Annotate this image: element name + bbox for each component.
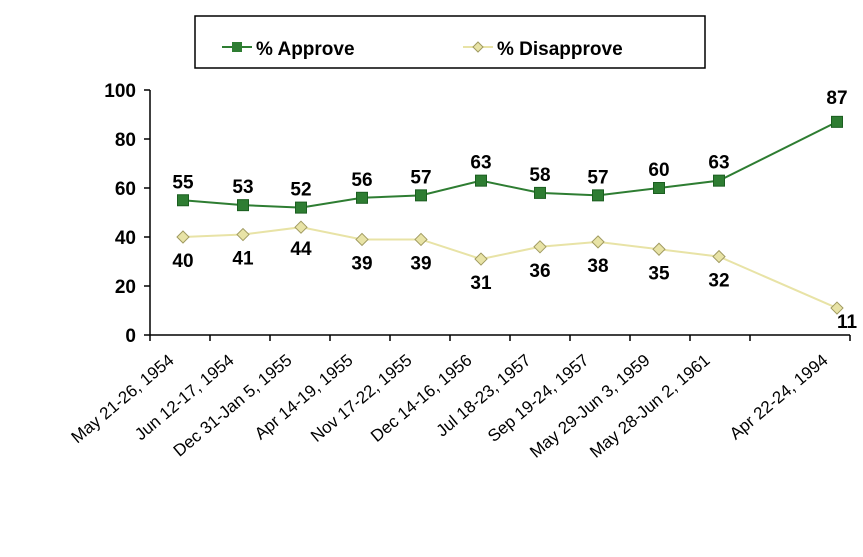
y-ticks: 0 20 40 60 80 100 [104,81,150,347]
disapprove-point-0 [176,230,190,244]
approve-data-label-4: 57 [410,167,431,188]
disapprove-data-label-0: 40 [172,251,193,272]
disapprove-data-label-4: 39 [410,253,431,274]
approve-point-0 [177,194,189,207]
data-labels: 55 53 52 56 57 63 58 57 60 63 87 40 41 44 39 39 31 36 38 35… [172,88,857,333]
approve-data-label-8: 60 [648,160,669,181]
legend-disapprove-label: % Disapprove [497,39,623,60]
disapprove-data-label-3: 39 [351,253,372,274]
category-label-10: Apr 22-24, 1994 [726,351,832,444]
approve-data-label-1: 53 [232,177,253,198]
disapprove-data-label-7: 38 [587,256,608,277]
disapprove-point-5 [474,252,488,266]
disapprove-point-9 [712,249,726,264]
category-label-7: Sep 19-24, 1957 [484,351,593,446]
legend-approve-label: % Approve [256,39,355,60]
series-lines [182,120,838,309]
category-label-5: Dec 14-16, 1956 [367,351,476,446]
disapprove-data-label-6: 36 [529,261,550,282]
legend-disapprove-diamond-icon [472,41,484,53]
y-tick-label-0: 0 [125,326,136,347]
approve-point-8 [653,182,665,194]
axes [149,90,850,336]
approve-data-label-5: 63 [470,153,491,174]
disapprove-data-label-2: 44 [290,239,312,260]
y-tick-label-60: 60 [115,179,136,200]
legend-approve-square-icon [232,42,242,52]
disapprove-data-label-10: 11 [837,312,858,333]
y-tick-label-40: 40 [115,228,136,249]
approve-point-3 [356,191,368,204]
category-label-4: Nov 17-22, 1955 [307,351,416,446]
legend: % Approve % Disapprove [194,15,706,69]
approve-point-9 [713,174,725,187]
disapprove-data-label-8: 35 [648,263,670,284]
approve-data-label-10: 87 [826,88,847,109]
approve-point-1 [237,199,249,212]
y-tick-label-20: 20 [115,277,136,298]
approve-point-7 [592,189,604,202]
y-tick-label-100: 100 [104,81,136,102]
legend-box [194,15,706,69]
disapprove-point-4 [414,232,428,247]
category-label-0: May 21-26, 1954 [68,351,178,448]
disapprove-data-label-5: 31 [470,273,492,294]
series-line-approve [182,120,838,209]
approve-data-label-2: 52 [290,180,311,201]
approve-data-label-6: 58 [529,165,550,186]
disapprove-point-3 [355,232,369,247]
disapprove-point-7 [591,235,605,249]
approve-point-6 [534,186,546,199]
disapprove-point-2 [294,220,308,234]
disapprove-data-label-1: 41 [232,249,254,270]
series-markers [176,115,844,315]
x-ticks [149,335,851,341]
series-line-disapprove [182,226,838,309]
disapprove-point-10 [830,301,844,315]
disapprove-point-8 [652,242,666,256]
approve-data-label-0: 55 [172,172,194,193]
approve-data-label-9: 63 [708,153,729,174]
disapprove-point-1 [236,227,250,242]
approve-point-4 [415,189,427,202]
disapprove-data-label-9: 32 [708,271,729,292]
approve-point-2 [295,201,307,214]
approve-data-label-3: 56 [351,170,372,191]
y-tick-label-80: 80 [115,130,136,151]
approve-data-label-7: 57 [587,167,608,188]
approve-point-5 [475,174,487,187]
disapprove-point-6 [533,240,547,254]
approve-point-10 [831,115,843,128]
